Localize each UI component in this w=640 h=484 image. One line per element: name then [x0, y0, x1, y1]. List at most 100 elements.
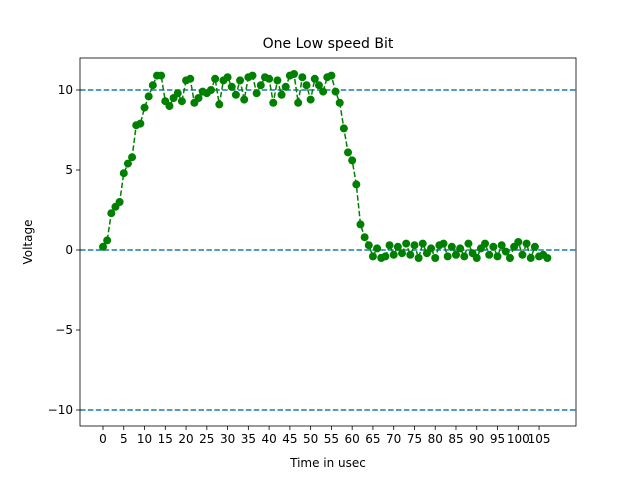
data-point — [526, 254, 535, 262]
x-tick-label: 20 — [178, 432, 193, 446]
data-point — [373, 244, 382, 253]
data-point — [327, 71, 336, 80]
data-point — [165, 102, 174, 110]
chart-title: One Low speed Bit — [263, 36, 394, 52]
data-point — [352, 180, 361, 189]
data-point — [248, 71, 257, 80]
data-point — [481, 239, 490, 248]
data-point — [173, 89, 182, 98]
y-tick-label: 5 — [65, 163, 73, 177]
data-point — [128, 153, 137, 162]
data-point — [398, 249, 407, 258]
data-point — [99, 242, 108, 251]
data-point — [406, 250, 415, 259]
data-point — [472, 254, 481, 262]
x-tick-label: 75 — [407, 432, 422, 446]
data-point — [501, 247, 510, 256]
data-point — [215, 100, 224, 109]
data-point — [335, 98, 344, 107]
x-tick-label: 40 — [261, 432, 276, 446]
x-tick-label: 5 — [120, 432, 128, 446]
data-point — [223, 73, 232, 82]
data-point — [385, 241, 394, 250]
data-point — [310, 74, 319, 83]
x-tick-label: 15 — [158, 432, 173, 446]
data-point — [140, 103, 149, 112]
data-point — [447, 242, 456, 251]
data-point — [418, 239, 427, 248]
x-tick-label: 25 — [199, 432, 214, 446]
x-tick-label: 60 — [345, 432, 360, 446]
data-point — [360, 233, 369, 242]
data-point — [206, 86, 215, 94]
data-point — [302, 81, 311, 90]
data-point — [319, 87, 328, 96]
x-tick-label: 30 — [220, 432, 235, 446]
data-point — [460, 252, 469, 261]
x-tick-label: 35 — [241, 432, 256, 446]
x-tick-label: 10 — [137, 432, 152, 446]
data-point — [439, 239, 448, 248]
data-point — [144, 92, 153, 101]
data-point — [456, 244, 465, 253]
data-point — [281, 82, 290, 91]
y-tick-label: 10 — [58, 83, 73, 97]
data-point — [269, 98, 278, 107]
x-tick-label: 105 — [528, 432, 551, 446]
x-tick-label: 100 — [507, 432, 530, 446]
data-point — [314, 81, 323, 90]
x-tick-label: 45 — [282, 432, 297, 446]
data-point — [402, 239, 411, 248]
data-point — [265, 74, 274, 83]
data-point — [464, 239, 473, 248]
data-point — [489, 242, 498, 251]
data-point — [339, 124, 348, 133]
data-point — [119, 169, 128, 178]
data-point — [236, 76, 245, 85]
x-tick-label: 55 — [324, 432, 339, 446]
data-point — [443, 252, 452, 261]
data-point — [389, 250, 398, 259]
data-point — [364, 241, 373, 250]
plot-frame — [79, 57, 577, 427]
data-point — [107, 209, 116, 218]
x-tick-label: 90 — [469, 432, 484, 446]
data-point — [186, 74, 195, 83]
x-tick-label: 70 — [386, 432, 401, 446]
x-tick-label: 95 — [490, 432, 505, 446]
data-point — [530, 242, 539, 251]
data-point — [505, 254, 514, 262]
data-point — [252, 89, 261, 98]
data-point — [103, 236, 112, 245]
data-point — [290, 70, 299, 78]
data-point — [211, 74, 220, 83]
data-point — [522, 239, 531, 248]
x-axis-label: Time in usec — [289, 456, 366, 470]
data-point — [451, 250, 460, 259]
data-point — [115, 198, 124, 206]
x-tick-label: 50 — [303, 432, 318, 446]
data-point — [157, 71, 166, 80]
data-point — [497, 241, 506, 250]
data-point — [256, 81, 265, 90]
data-point — [331, 87, 340, 96]
data-point — [431, 254, 440, 262]
data-point — [543, 254, 552, 262]
data-point — [414, 254, 423, 262]
data-point — [344, 148, 353, 157]
data-point — [514, 238, 523, 246]
data-point — [294, 98, 303, 107]
data-point — [136, 119, 145, 128]
y-tick-label: 0 — [65, 243, 73, 257]
y-tick-label: −10 — [48, 403, 73, 417]
data-point — [298, 73, 307, 82]
data-point — [368, 252, 377, 261]
data-point — [273, 76, 282, 85]
data-point — [485, 250, 494, 259]
data-point — [518, 250, 527, 259]
data-point — [493, 252, 502, 261]
x-tick-label: 65 — [365, 432, 380, 446]
data-point — [148, 81, 157, 90]
